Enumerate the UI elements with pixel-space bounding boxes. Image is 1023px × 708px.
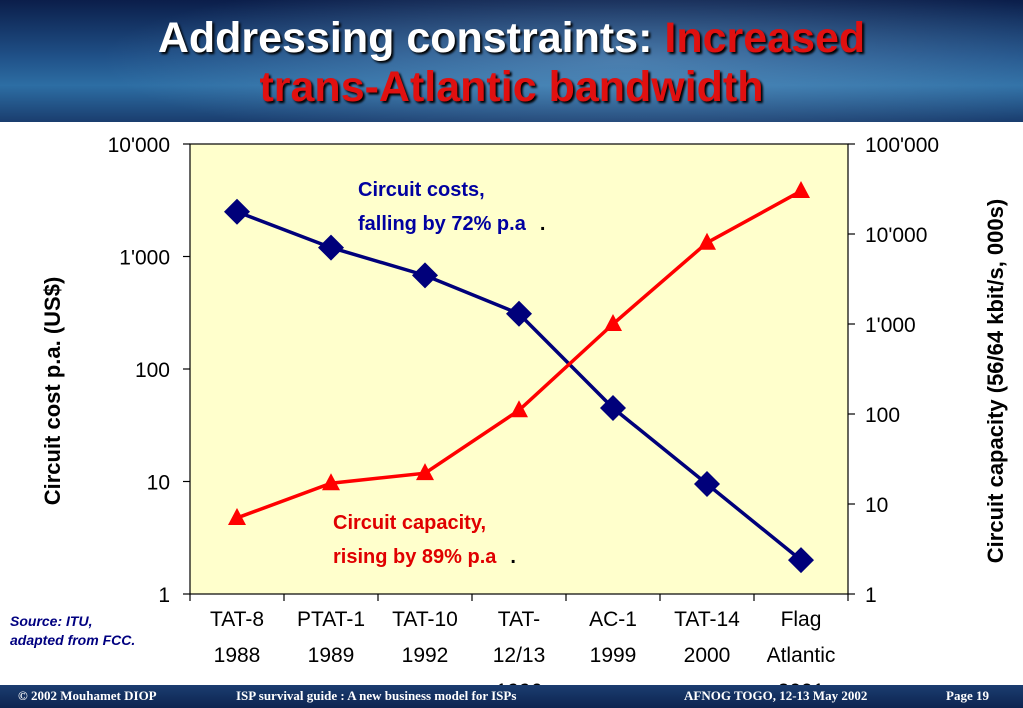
cost-point [318,234,344,261]
right-axis-tick-label: 1'000 [865,314,916,337]
cost-annotation-line1: Circuit costs, [358,179,485,201]
cost-annotation: Circuit costs, falling by 72% p.a. [358,173,545,241]
capacity-point [322,473,340,491]
x-axis-category-label: 1992 [402,644,449,667]
left-axis-tick-label: 1 [158,584,170,607]
capacity-annotation: Circuit capacity, rising by 89% p.a. [333,506,516,574]
left-axis-tick-label: 100 [135,359,170,382]
x-axis-category-label: TAT- [498,608,540,631]
capacity-point [228,507,246,525]
x-axis-category-label: 1988 [214,644,261,667]
x-axis-category-label: 1999 [590,644,637,667]
cost-point [506,300,532,327]
right-axis-tick-label: 1 [865,584,877,607]
footer-page-number: Page 19 [946,688,989,703]
plot-area [189,143,849,595]
x-axis-category-label: PTAT-1 [297,608,365,631]
capacity-point [604,314,622,331]
cost-point [224,198,250,225]
x-axis-category-label: 1989 [308,644,355,667]
right-axis-tick-label: 10'000 [865,224,927,247]
title-part1: Addressing constraints: [157,14,653,62]
x-axis-category-label: TAT-14 [674,608,740,631]
x-axis-category-label: Flag [781,608,822,631]
capacity-annotation-line1: Circuit capacity, [333,512,487,534]
footer-guide-title: ISP survival guide : A new business mode… [236,688,517,703]
footer-copyright: © 2002 Mouhamet DIOP [18,688,157,703]
cost-annotation-line2: falling by 72% p.a. [358,213,546,235]
left-axis-tick-label: 10'000 [108,134,170,157]
right-axis-title: Circuit capacity (56/64 kbit/s, 000s) [983,199,1008,563]
title-banner-glow [0,0,1023,122]
right-axis-tick-label: 10 [865,494,888,517]
capacity-point [416,463,434,481]
capacity-point [698,232,716,250]
title-line2: trans-Atlantic bandwidth [259,63,764,111]
footer-bar: © 2002 Mouhamet DIOP ISP survival guide … [0,685,1023,708]
right-axis-tick-label: 100'000 [865,134,939,157]
slide-title: Addressing constraints: Increased trans-… [0,14,1023,112]
left-axis-tick-label: 10 [147,472,170,495]
left-axis-title: Circuit cost p.a. (US$) [40,277,65,506]
x-axis-category-label: TAT-10 [392,608,458,631]
title-banner [0,0,1023,122]
x-axis-category-label: AC-1 [589,608,637,631]
x-axis-category-label: 12/13 [493,644,546,667]
cost-point [788,547,814,574]
cost-point [412,262,438,289]
title-part2: Increased [664,14,866,62]
left-axis-tick-label: 1'000 [119,247,170,270]
source-note: Source: ITU, adapted from FCC. [10,613,136,648]
capacity-point [510,400,528,418]
x-axis-category-label: 2000 [684,644,731,667]
capacity-annotation-line2: rising by 89% p.a. [333,546,516,568]
cost-point [694,471,720,498]
footer-event: AFNOG TOGO, 12-13 May 2002 [684,688,868,703]
x-axis-category-label: Atlantic [767,644,836,667]
x-axis-category-label: TAT-8 [210,608,264,631]
right-axis-tick-label: 100 [865,404,900,427]
capacity-point [792,181,810,199]
cost-point [600,395,626,422]
